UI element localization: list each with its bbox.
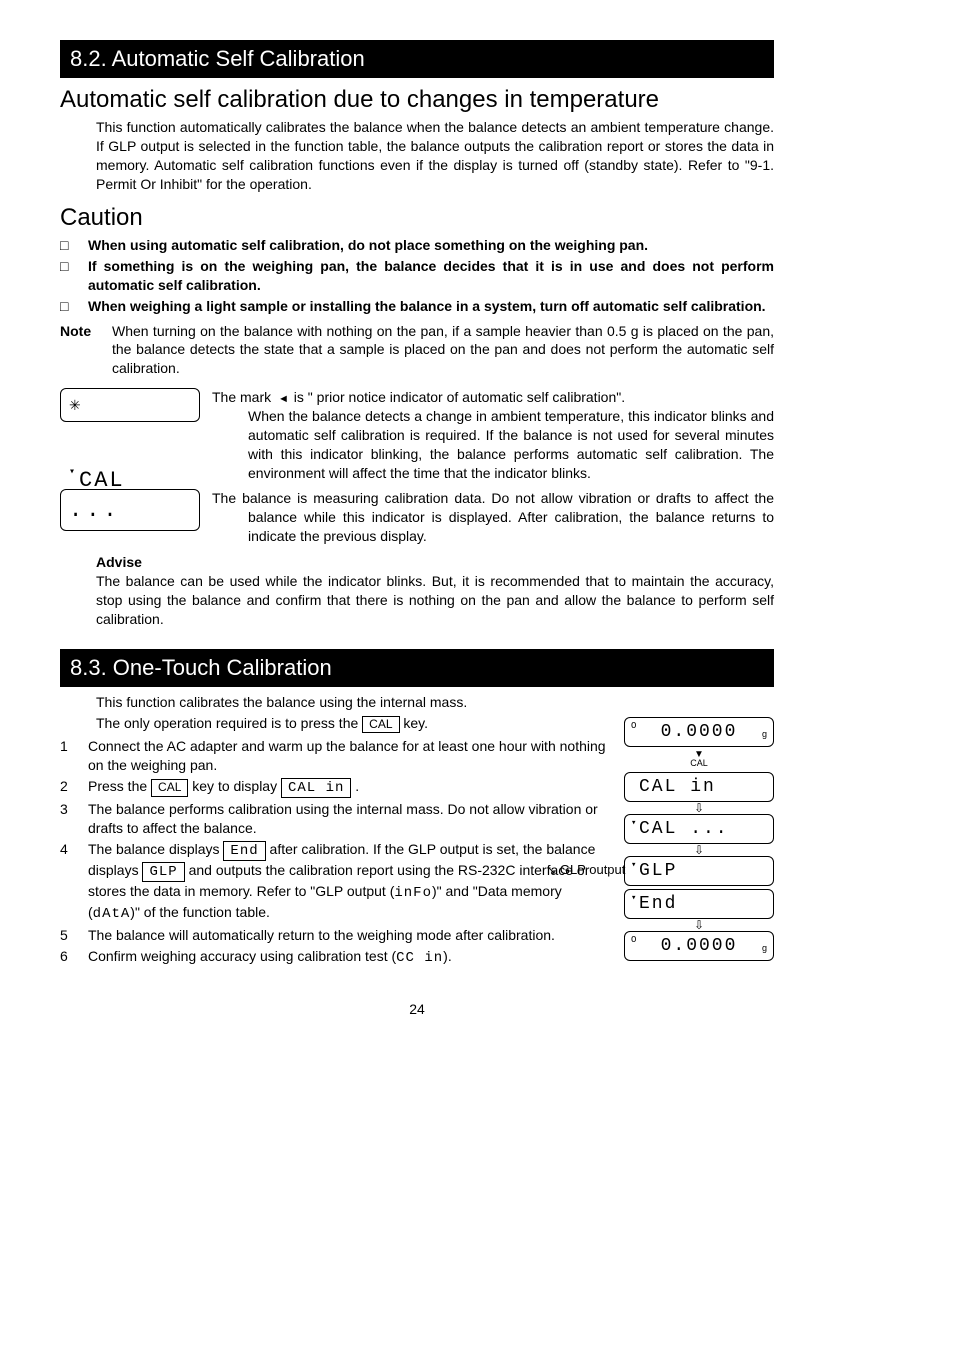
lcd-small-6: ▾ End — [624, 889, 774, 919]
caution-list: □ When using automatic self calibration,… — [60, 236, 774, 316]
triangle-left-icon: ◄ — [278, 393, 289, 405]
arrow-down-icon: ⇩ — [624, 921, 774, 929]
step-num: 1 — [60, 737, 88, 756]
blink-icon: ✳ — [69, 396, 81, 415]
caution-item: If something is on the weighing pan, the… — [88, 257, 774, 295]
arrow-down-icon: ⇩ — [624, 804, 774, 812]
step-num: 3 — [60, 800, 88, 819]
intro-83-1: This function calibrates the balance usi… — [96, 693, 610, 712]
step-text: Confirm weighing accuracy using calibrat… — [88, 947, 610, 968]
lcd-val: CAL ... — [639, 817, 729, 841]
s4a: The balance displays — [88, 841, 223, 857]
tri-icon: ▾ — [631, 859, 638, 871]
lcd-val: End — [639, 892, 677, 916]
s6a: Confirm weighing accuracy using calibrat… — [88, 948, 396, 964]
note-text: When turning on the balance with nothing… — [112, 322, 774, 379]
step-num: 2 — [60, 777, 88, 796]
s2c: . — [351, 778, 359, 794]
glp-output-label: ↘ GLP output — [547, 861, 625, 879]
s2b: key to display — [188, 778, 281, 794]
lcd-inline-glp: GLP — [142, 862, 184, 882]
lcd-inline-end: End — [223, 841, 265, 861]
seg-ccin: CC in — [396, 950, 443, 966]
lcd-text-cal: ▾CAL ... — [69, 466, 191, 525]
lcd-small-4: ▾ CAL ... — [624, 814, 774, 844]
advise-text: The balance can be used while the indica… — [96, 572, 774, 629]
arrow-down-icon: ⇩ — [624, 846, 774, 854]
step-num: 6 — [60, 947, 88, 966]
lcd-small-3: CAL in — [624, 772, 774, 802]
lcd-box-blink: ✳ — [60, 388, 200, 422]
note-label: Note — [60, 322, 112, 341]
lcd2-text: The balance is measuring calibration dat… — [248, 489, 774, 546]
stable-icon: O — [631, 720, 638, 732]
bullet-icon: □ — [60, 297, 88, 316]
seg-data: dAtA — [93, 906, 131, 922]
caution-item: When using automatic self calibration, d… — [88, 236, 774, 255]
step-text: The balance displays End after calibrati… — [88, 840, 610, 924]
lcd-small-1: O 0.0000 g — [624, 717, 774, 747]
tri-icon: ▾ — [631, 817, 638, 829]
lcd1-prefix: The mark — [212, 389, 275, 405]
lcd-desc-2: The balance is measuring calibration dat… — [212, 489, 774, 546]
seg-info: inFo — [394, 885, 432, 901]
stable-icon: O — [631, 934, 638, 946]
lcd-small-7: O 0.0000 g — [624, 931, 774, 961]
section-header-82: 8.2. Automatic Self Calibration — [60, 40, 774, 78]
cal-key: CAL — [362, 716, 399, 734]
cal-key: CAL — [151, 779, 188, 797]
intro2b: key. — [400, 715, 429, 731]
lcd-inline: CAL in — [281, 778, 351, 798]
intro-82: This function automatically calibrates t… — [96, 118, 774, 194]
right-lcd-column: O 0.0000 g ▼CAL CAL in ⇩ ▾ CAL ... ⇩ ▾ ↘… — [624, 693, 774, 965]
note-row: Note When turning on the balance with no… — [60, 322, 774, 379]
lcd-desc-1: The mark ◄ is " prior notice indicator o… — [212, 388, 774, 482]
lcd1-body: When the balance detects a change in amb… — [248, 407, 774, 483]
step-text: Press the CAL key to display CAL in . — [88, 777, 610, 798]
s2a: Press the — [88, 778, 151, 794]
page-number: 24 — [60, 1000, 774, 1019]
lcd-small-5: ▾ ↘ GLP output GLP — [624, 856, 774, 886]
lcd-val: CAL in — [639, 775, 716, 799]
lcd-val: 0.0000 — [661, 720, 738, 744]
caution-item: When weighing a light sample or installi… — [88, 297, 774, 316]
step-text: The balance will automatically return to… — [88, 926, 610, 945]
s6b: ). — [443, 948, 452, 964]
step-text: The balance performs calibration using t… — [88, 800, 610, 838]
step-num: 5 — [60, 926, 88, 945]
advise-label: Advise — [96, 553, 774, 572]
lcd1-suffix: is " prior notice indicator of automatic… — [290, 389, 625, 405]
caution-title: Caution — [60, 202, 774, 234]
tri-icon: ▾ — [631, 892, 638, 904]
bullet-icon: □ — [60, 236, 88, 255]
lcd-row-2: ▾CAL ... The balance is measuring calibr… — [60, 489, 774, 546]
s4e: )" of the function table. — [130, 904, 270, 920]
intro2a: The only operation required is to press … — [96, 715, 362, 731]
step-num: 4 — [60, 840, 88, 859]
bullet-icon: □ — [60, 257, 88, 276]
section-header-83: 8.3. One-Touch Calibration — [60, 649, 774, 687]
section-title-82: Automatic self calibration due to change… — [60, 84, 774, 116]
unit-g: g — [762, 728, 767, 740]
lcd-val: GLP — [639, 859, 677, 883]
steps-list: 1 Connect the AC adapter and warm up the… — [60, 737, 610, 968]
cal-label: CAL — [690, 759, 708, 767]
unit-g: g — [762, 942, 767, 954]
arrow-down-icon: ▼CAL — [624, 749, 774, 770]
intro-83-2: The only operation required is to press … — [96, 714, 610, 734]
lcd-val: 0.0000 — [661, 934, 738, 958]
lcd-box-cal: ▾CAL ... — [60, 489, 200, 531]
step-text: Connect the AC adapter and warm up the b… — [88, 737, 610, 775]
